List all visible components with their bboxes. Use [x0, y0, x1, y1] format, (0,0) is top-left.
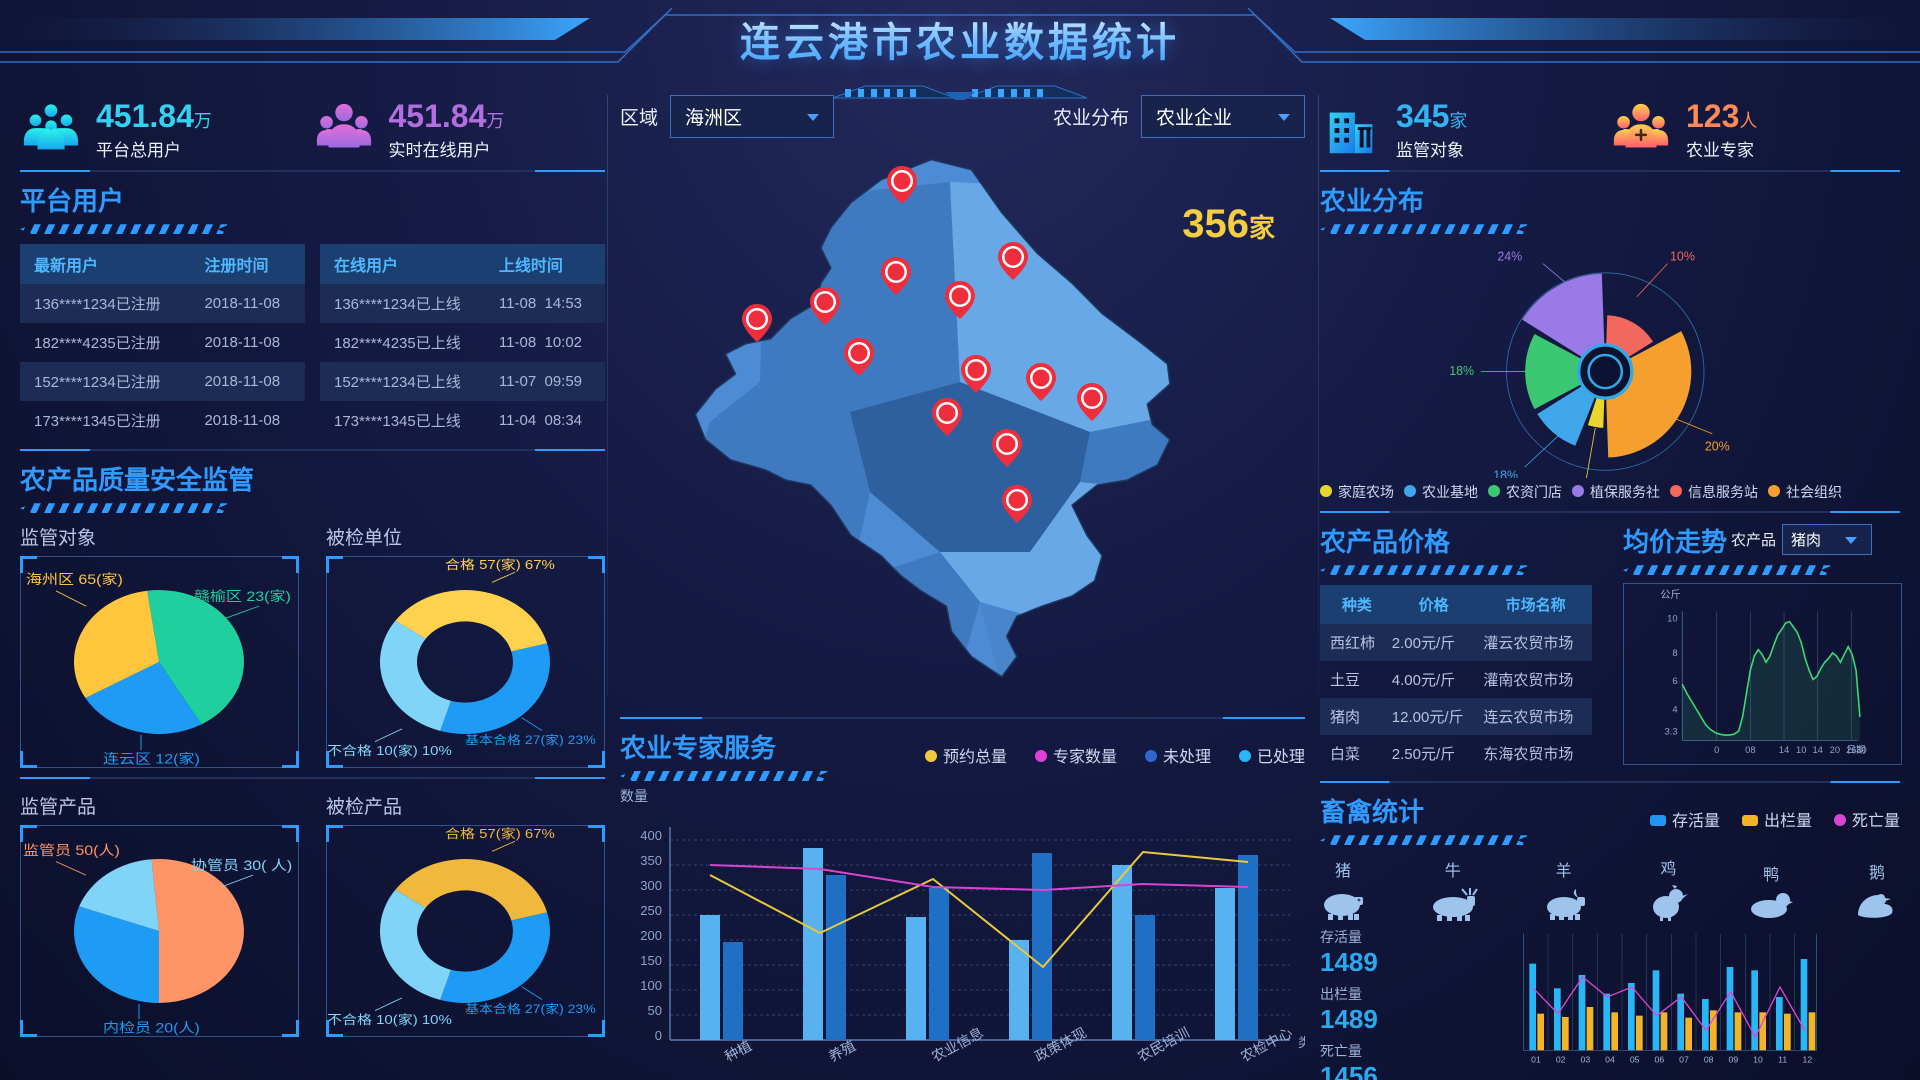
- svg-text:日期: 日期: [1847, 744, 1866, 755]
- svg-text:08: 08: [1745, 744, 1755, 755]
- svg-text:10: 10: [1753, 1055, 1763, 1065]
- svg-text:04: 04: [1605, 1055, 1615, 1065]
- svg-text:400: 400: [640, 828, 662, 843]
- svg-text:20%: 20%: [1705, 440, 1730, 454]
- svg-text:10: 10: [1796, 744, 1806, 755]
- svg-text:8: 8: [1672, 647, 1677, 658]
- svg-text:4: 4: [1672, 704, 1677, 715]
- svg-text:18%: 18%: [1493, 469, 1518, 479]
- svg-text:100: 100: [640, 978, 662, 993]
- svg-text:连云区 12(家): 连云区 12(家): [103, 752, 200, 767]
- svg-text:250: 250: [640, 903, 662, 918]
- svg-text:150: 150: [640, 953, 662, 968]
- svg-text:08: 08: [1704, 1055, 1714, 1065]
- svg-text:监管员 50(人): 监管员 50(人): [23, 843, 120, 859]
- svg-text:18%: 18%: [1449, 364, 1474, 378]
- svg-text:数量: 数量: [620, 788, 648, 804]
- svg-text:20: 20: [1830, 744, 1840, 755]
- svg-text:0: 0: [655, 1028, 662, 1043]
- svg-text:0: 0: [1714, 744, 1719, 755]
- svg-text:不合格 10(家) 10%: 不合格 10(家) 10%: [327, 743, 452, 758]
- svg-text:类型: 类型: [1298, 1035, 1305, 1050]
- svg-text:养殖: 养殖: [826, 1037, 858, 1064]
- svg-text:350: 350: [640, 853, 662, 868]
- svg-text:赣榆区 23(家): 赣榆区 23(家): [194, 589, 291, 605]
- svg-text:07: 07: [1679, 1055, 1689, 1065]
- svg-text:合格 57(家) 67%: 合格 57(家) 67%: [445, 557, 555, 572]
- svg-text:合格 57(家) 67%: 合格 57(家) 67%: [445, 826, 555, 841]
- svg-text:24%: 24%: [1497, 250, 1522, 264]
- svg-text:14: 14: [1812, 744, 1822, 755]
- svg-text:06: 06: [1655, 1055, 1665, 1065]
- svg-text:种植: 种植: [722, 1037, 754, 1064]
- svg-text:内检员 20(人): 内检员 20(人): [103, 1021, 200, 1036]
- svg-text:3.3: 3.3: [1665, 725, 1678, 736]
- svg-text:不合格 10(家) 10%: 不合格 10(家) 10%: [327, 1012, 452, 1027]
- svg-text:10: 10: [1667, 613, 1677, 624]
- svg-text:03: 03: [1581, 1055, 1591, 1065]
- svg-text:14: 14: [1779, 744, 1789, 755]
- svg-text:50: 50: [648, 1003, 662, 1018]
- svg-text:300: 300: [640, 878, 662, 893]
- svg-text:01: 01: [1531, 1055, 1541, 1065]
- svg-text:协管员 30( 人): 协管员 30( 人): [191, 858, 292, 874]
- svg-text:海州区 65(家): 海州区 65(家): [26, 572, 123, 588]
- svg-text:02: 02: [1556, 1055, 1566, 1065]
- svg-text:09: 09: [1729, 1055, 1739, 1065]
- svg-text:12: 12: [1803, 1055, 1813, 1065]
- svg-text:6: 6: [1672, 675, 1677, 686]
- svg-text:200: 200: [640, 928, 662, 943]
- svg-text:10%: 10%: [1670, 250, 1695, 264]
- svg-text:11: 11: [1778, 1055, 1787, 1065]
- svg-text:基本合格 27(家) 23%: 基本合格 27(家) 23%: [465, 1002, 596, 1016]
- svg-text:公斤: 公斤: [1660, 589, 1680, 601]
- svg-text:05: 05: [1630, 1055, 1640, 1065]
- svg-text:基本合格 27(家) 23%: 基本合格 27(家) 23%: [465, 733, 596, 747]
